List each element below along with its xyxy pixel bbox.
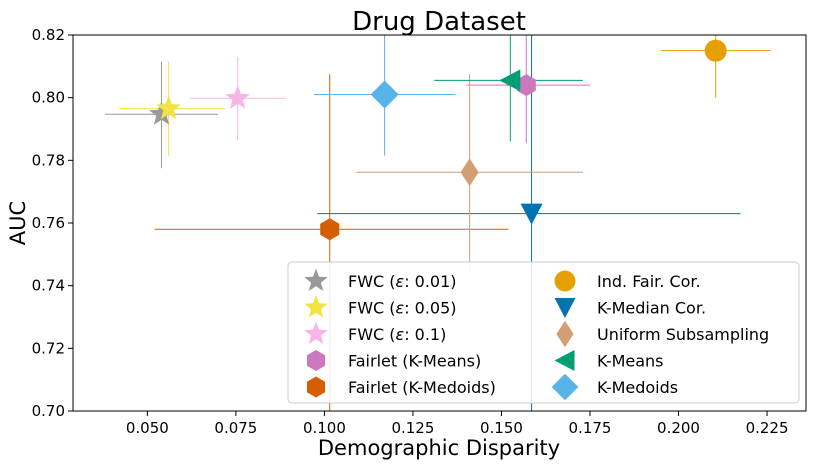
x-tick-label-4: 0.150 — [480, 419, 523, 437]
data-point-8 — [499, 69, 521, 92]
legend-label-6: K-Median Cor. — [597, 299, 706, 318]
legend-label-4: Fairlet (K-Medoids) — [348, 378, 496, 397]
x-axis-label: Demographic Disparity — [318, 436, 560, 460]
legend-marker-7 — [556, 320, 574, 348]
legend-label-7: Uniform Subsampling — [597, 325, 769, 344]
legend-label-9: K-Medoids — [597, 378, 678, 397]
legend-label-8: K-Means — [597, 352, 664, 371]
legend-label-2: FWC (ε: 0.1) — [348, 325, 446, 344]
legend-label-0: FWC (ε: 0.01) — [348, 272, 457, 291]
x-tick-label-6: 0.200 — [657, 419, 700, 437]
data-point-0 — [149, 101, 174, 125]
axes-layer: 0.050 0.075 0.100 0.125 0.150 0.175 0.200 0.225… — [32, 26, 807, 437]
y-tick-label-3: 0.76 — [32, 214, 65, 232]
data-point-3 — [516, 74, 536, 97]
y-tick-label-2: 0.74 — [32, 277, 65, 295]
data-point-5 — [704, 39, 727, 62]
y-tick-label-1: 0.72 — [32, 339, 65, 357]
x-tick-label-0: 0.050 — [126, 419, 169, 437]
legend-marker-6 — [554, 298, 576, 318]
x-tick-label-1: 0.075 — [214, 419, 257, 437]
x-tick-label-3: 0.125 — [391, 419, 434, 437]
y-tick-label-6: 0.82 — [32, 26, 65, 44]
legend-marker-2 — [304, 321, 328, 344]
y-tick-label-4: 0.78 — [32, 151, 65, 169]
chart-title: Drug Dataset — [352, 7, 526, 37]
legend-label-1: FWC (ε: 0.05) — [348, 299, 457, 318]
legend-marker-4 — [306, 376, 326, 398]
y-tick-label-0: 0.70 — [32, 402, 65, 420]
legend-marker-3 — [306, 350, 326, 371]
data-point-7 — [460, 158, 479, 187]
data-point-6 — [520, 203, 543, 225]
y-tick-label-5: 0.80 — [32, 89, 65, 107]
legend-marker-8 — [554, 350, 575, 371]
legend-label-5: Ind. Fair. Cor. — [597, 272, 701, 291]
markers-layer — [149, 39, 727, 241]
x-tick-label-2: 0.100 — [303, 419, 346, 437]
data-point-9 — [370, 80, 399, 109]
x-tick-label-5: 0.175 — [569, 419, 612, 437]
legend-marker-0 — [304, 268, 328, 291]
data-point-4 — [320, 218, 340, 241]
legend-marker-5 — [554, 270, 576, 292]
legend: FWC (ε: 0.01) FWC (ε: 0.05) FWC (ε: 0.1) Fa… — [287, 261, 800, 404]
legend-label-3: Fairlet (K-Means) — [348, 352, 481, 371]
data-point-2 — [225, 85, 251, 109]
y-axis-label: AUC — [6, 201, 30, 245]
legend-box — [287, 261, 800, 404]
legend-marker-9 — [551, 373, 579, 401]
data-point-1 — [156, 95, 181, 120]
x-tick-label-7: 0.225 — [746, 419, 789, 437]
legend-marker-1 — [304, 295, 328, 318]
